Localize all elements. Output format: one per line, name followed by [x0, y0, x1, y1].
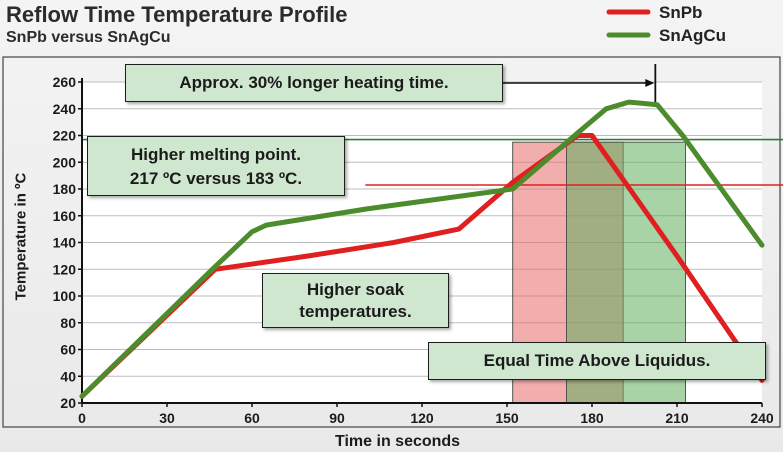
y-tick-label: 40 — [60, 368, 76, 384]
series-line-SnAgCu — [79, 99, 765, 399]
x-tick-label: 240 — [750, 410, 774, 426]
callout-melting-line2: 217 ºC versus 183 ºC. — [129, 169, 303, 188]
callout-liquidus: Equal Time Above Liquidus. — [428, 342, 766, 380]
y-tick-label: 80 — [60, 315, 76, 331]
x-tick-label: 210 — [665, 410, 689, 426]
y-tick-label: 60 — [60, 342, 76, 358]
x-tick-label: 180 — [580, 410, 604, 426]
y-tick-label: 180 — [53, 181, 77, 197]
x-tick-label: 90 — [329, 410, 345, 426]
y-tick-label: 20 — [60, 395, 76, 411]
y-tick-label: 100 — [53, 288, 77, 304]
series-line-SnPb — [79, 133, 765, 399]
x-tick-label: 150 — [495, 410, 519, 426]
y-tick-label: 140 — [53, 235, 77, 251]
y-tick-label: 160 — [53, 208, 77, 224]
callout-soak-line2: temperatures. — [299, 302, 412, 321]
chart-subtitle: SnPb versus SnAgCu — [6, 29, 171, 46]
y-axis-label: Temperature in ºC — [12, 172, 30, 301]
x-tick-label: 60 — [244, 410, 260, 426]
callout-heating-time: Approx. 30% longer heating time. — [125, 64, 503, 102]
chart-frame — [2, 56, 781, 428]
x-tick-label: 0 — [78, 410, 86, 426]
x-tick-label: 30 — [159, 410, 175, 426]
x-tick-label: 120 — [410, 410, 434, 426]
callout-heating-text: Approx. 30% longer heating time. — [179, 73, 449, 92]
callout-melting-point: Higher melting point. 217 ºC versus 183 … — [87, 136, 345, 196]
y-tick-label: 260 — [53, 74, 77, 90]
chart-title: Reflow Time Temperature Profile — [6, 2, 348, 27]
legend-label-SnPb: SnPb — [659, 3, 702, 22]
legend-label-SnAgCu: SnAgCu — [659, 26, 726, 45]
y-tick-label: 120 — [53, 261, 77, 277]
callout-soak-line1: Higher soak — [306, 280, 405, 299]
callout-melting-line1: Higher melting point. — [131, 145, 301, 164]
callout-liquidus-text: Equal Time Above Liquidus. — [483, 351, 711, 370]
x-axis-label: Time in seconds — [335, 433, 461, 450]
y-tick-label: 220 — [53, 128, 77, 144]
y-tick-label: 200 — [53, 154, 77, 170]
callout-soak-temp: Higher soak temperatures. — [262, 273, 449, 328]
y-tick-label: 240 — [53, 101, 77, 117]
heating-arrow-head — [645, 79, 655, 87]
